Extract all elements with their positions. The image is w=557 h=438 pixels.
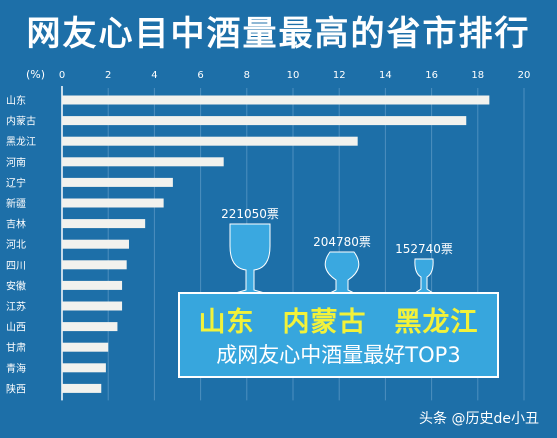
bar xyxy=(62,198,164,208)
vote-count-label: 204780票 xyxy=(313,235,371,249)
x-tick-label: 12 xyxy=(333,70,346,81)
x-tick-label: 4 xyxy=(151,70,157,81)
bar xyxy=(62,219,146,229)
top3-provinces: 山东 内蒙古 黑龙江 xyxy=(198,307,479,338)
wine-glass-icon xyxy=(229,223,271,295)
bar xyxy=(62,322,118,332)
x-tick-label: 8 xyxy=(244,70,250,81)
bar xyxy=(62,260,127,270)
top3-caption: 成网友心中酒量最好TOP3 xyxy=(216,343,461,367)
bar xyxy=(62,136,358,146)
bar xyxy=(62,95,490,105)
x-tick-label: 16 xyxy=(425,70,438,81)
bar xyxy=(62,239,129,249)
bar xyxy=(62,280,123,290)
watermark: 头条 @历史de小丑 xyxy=(419,411,539,427)
y-tick-label: 吉林 xyxy=(6,218,26,231)
bar xyxy=(62,383,102,393)
bar xyxy=(62,177,173,187)
y-tick-label: 黑龙江 xyxy=(6,135,36,148)
y-tick-label: 青海 xyxy=(6,362,26,375)
bar xyxy=(62,301,123,311)
y-tick-label: 四川 xyxy=(6,261,26,272)
bar xyxy=(62,116,467,126)
x-tick-label: 10 xyxy=(287,70,300,81)
bar xyxy=(62,342,109,352)
y-tick-label: 河南 xyxy=(6,156,26,169)
x-tick-label: 18 xyxy=(471,70,484,81)
x-tick-label: 20 xyxy=(518,70,531,81)
x-tick-label: 0 xyxy=(59,70,65,81)
y-tick-label: 内蒙古 xyxy=(6,115,36,128)
vote-count-label: 221050票 xyxy=(221,207,279,221)
x-tick-label: 2 xyxy=(105,70,111,81)
x-tick-label: 6 xyxy=(197,70,203,81)
y-tick-label: 甘肃 xyxy=(6,341,26,354)
y-tick-label: 河北 xyxy=(6,239,26,251)
bar xyxy=(62,157,224,167)
x-tick-label: 14 xyxy=(379,70,392,81)
y-tick-label: 山东 xyxy=(6,94,26,107)
round-glass-icon xyxy=(324,251,360,295)
y-tick-label: 安徽 xyxy=(6,279,26,292)
y-tick-label: 江苏 xyxy=(6,300,26,313)
y-tick-label: 新疆 xyxy=(6,197,26,210)
y-tick-label: 辽宁 xyxy=(6,176,26,189)
axis-unit-label: (%) xyxy=(26,68,45,81)
vote-count-label: 152740票 xyxy=(395,242,453,256)
y-tick-label: 陕西 xyxy=(6,382,26,395)
bar xyxy=(62,363,106,373)
chart-title: 网友心目中酒量最高的省市排行 xyxy=(26,14,531,54)
slim-glass-icon xyxy=(413,258,435,294)
top3-callout: 山东 内蒙古 黑龙江 成网友心中酒量最好TOP3 xyxy=(178,292,499,378)
y-tick-label: 山西 xyxy=(6,322,26,334)
